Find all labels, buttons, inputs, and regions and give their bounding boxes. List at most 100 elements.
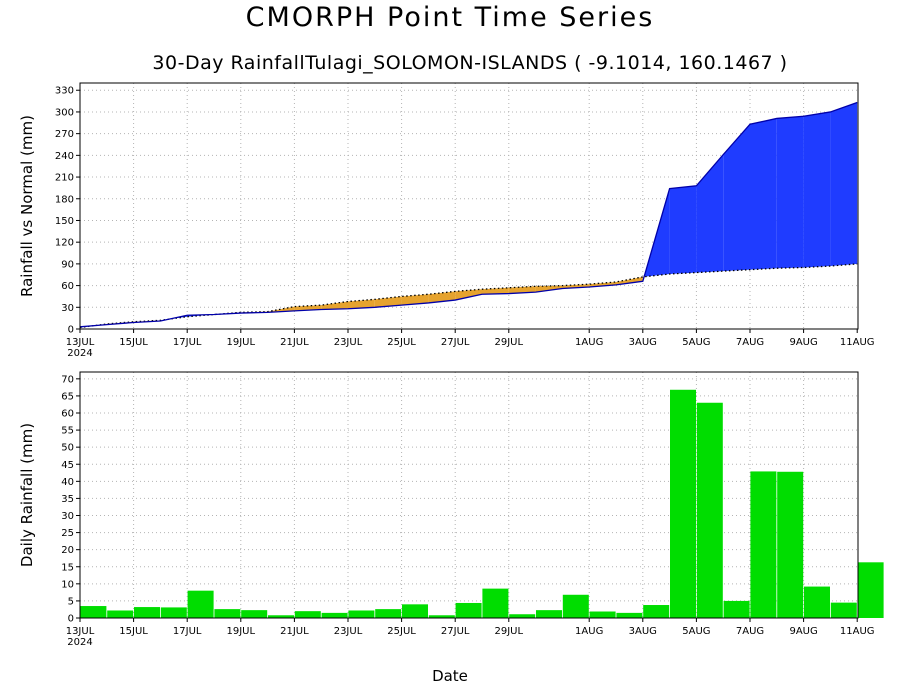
daily-rainfall-bar	[804, 586, 830, 618]
daily-rainfall-bar	[509, 614, 536, 618]
x-tick-label: 19JUL	[227, 337, 256, 348]
observed-cumulative-line	[79, 101, 858, 328]
daily-rainfall-bar	[482, 588, 509, 618]
x-tick-label: 21JUL	[280, 626, 309, 637]
daily-rainfall-bar	[830, 602, 857, 618]
y-tick-label: 0	[68, 614, 74, 625]
daily-rainfall-bar	[134, 607, 160, 618]
x-tick-label: 15JUL	[119, 626, 148, 637]
y-tick-label: 90	[61, 259, 74, 270]
x-tick-label: 9AUG	[789, 337, 817, 348]
daily-rainfall-bar	[348, 610, 375, 618]
y-axis-label: Rainfall vs Normal (mm)	[18, 115, 36, 297]
x-tick-label: 17JUL	[173, 337, 202, 348]
y-tick-label: 65	[61, 391, 74, 402]
daily-rainfall-bar	[857, 562, 884, 618]
x-tick-label: 27JUL	[441, 626, 470, 637]
x-tick-label: 23JUL	[334, 626, 363, 637]
y-tick-label: 10	[61, 579, 74, 590]
daily-rainfall-bar	[107, 610, 134, 618]
difference-fill-segment	[455, 289, 482, 301]
difference-fill-segment	[374, 296, 402, 308]
difference-fill-segment	[803, 111, 831, 268]
y-tick-label: 60	[61, 281, 74, 292]
difference-fill-segment	[535, 285, 563, 293]
daily-rainfall-bar	[696, 402, 723, 618]
x-tick-label: 11AUG	[840, 626, 875, 637]
cumulative-panel: 0 30 60 90 120 150 180 210 240 270 300 330 13JUL 15JU…	[18, 82, 875, 359]
daily-rainfall-bar	[294, 611, 321, 618]
x-tick-label: 25JUL	[387, 626, 416, 637]
x-tick-label: 25JUL	[387, 337, 416, 348]
y-tick-label: 15	[61, 562, 74, 573]
y-tick-label: 150	[55, 216, 74, 227]
difference-fill-segment	[750, 118, 777, 270]
difference-fill-segment	[696, 154, 724, 273]
daily-rainfall-bar	[536, 610, 562, 618]
y-tick-label: 30	[61, 511, 74, 522]
daily-rainfall-bar	[321, 612, 348, 618]
x-tick-label: 29JUL	[495, 337, 524, 348]
daily-rainfall-bar	[214, 609, 241, 618]
difference-fill-segment	[428, 291, 456, 303]
y-tick-label: 210	[55, 173, 74, 184]
y-tick-label: 45	[61, 460, 74, 471]
x-tick-label: 1AUG	[575, 337, 603, 348]
x-tick-label: 1AUG	[575, 626, 603, 637]
y-tick-label: 120	[55, 238, 74, 249]
y-tick-label: 25	[61, 528, 74, 539]
daily-rainfall-bar	[723, 600, 750, 618]
x-year-label: 2024	[67, 637, 92, 648]
x-tick-label: 7AUG	[736, 337, 764, 348]
chart-title: CMORPH Point Time Series	[245, 2, 655, 33]
y-tick-label: 5	[68, 596, 74, 607]
daily-rainfall-bar	[777, 471, 804, 618]
difference-fill-segment	[508, 286, 536, 294]
daily-rainfall-bar	[750, 471, 777, 618]
y-tick-label: 30	[61, 303, 74, 314]
daily-rainfall-bar	[589, 611, 616, 618]
x-tick-label: 5AUG	[682, 626, 710, 637]
plot-frame	[79, 371, 859, 619]
difference-fill-segment	[589, 281, 616, 288]
daily-rainfall-bar	[670, 389, 696, 618]
difference-fill-segment	[723, 124, 750, 272]
difference-fill-segment	[776, 116, 804, 269]
y-tick-label: 60	[61, 409, 74, 420]
x-tick-label: 3AUG	[629, 337, 657, 348]
difference-fill-segment	[321, 301, 348, 310]
y-tick-label: 40	[61, 477, 74, 488]
x-year-label: 2024	[67, 348, 92, 359]
daily-panel: 0 5 10 15 20 25 30 35 40 45 50 55 60 65 70 13JUL 15JUL 17…	[18, 371, 884, 685]
daily-rainfall-bar	[80, 606, 107, 618]
x-tick-label: 15JUL	[119, 337, 148, 348]
y-tick-label: 70	[61, 374, 74, 385]
difference-fill-segment	[669, 185, 697, 275]
y-tick-label: 240	[55, 151, 74, 162]
x-tick-label: 11AUG	[840, 337, 875, 348]
plot-frame	[79, 82, 859, 330]
x-axis-label: Date	[432, 667, 468, 685]
daily-rainfall-bar	[187, 590, 214, 618]
y-tick-label: 35	[61, 494, 74, 505]
difference-fill-segment	[482, 287, 509, 295]
chart-subtitle: 30-Day RainfallTulagi_SOLOMON-ISLANDS ( …	[152, 52, 788, 74]
daily-rainfall-bar	[268, 615, 294, 618]
y-tick-label: 20	[61, 545, 74, 556]
x-tick-label: 3AUG	[629, 626, 657, 637]
difference-fill-segment	[348, 299, 375, 309]
daily-rainfall-bar	[428, 615, 455, 618]
x-tick-label: 27JUL	[441, 337, 470, 348]
x-tick-label: 29JUL	[495, 626, 524, 637]
x-tick-label: 21JUL	[280, 337, 309, 348]
x-tick-label: 13JUL	[66, 337, 95, 348]
y-tick-label: 330	[55, 86, 74, 97]
x-tick-label: 23JUL	[334, 337, 363, 348]
x-tick-label: 13JUL	[66, 626, 95, 637]
x-tick-label: 19JUL	[227, 626, 256, 637]
difference-fill-segment	[830, 102, 858, 267]
daily-rainfall-bar	[241, 610, 268, 618]
y-tick-label: 180	[55, 194, 74, 205]
y-tick-label: 270	[55, 129, 74, 140]
